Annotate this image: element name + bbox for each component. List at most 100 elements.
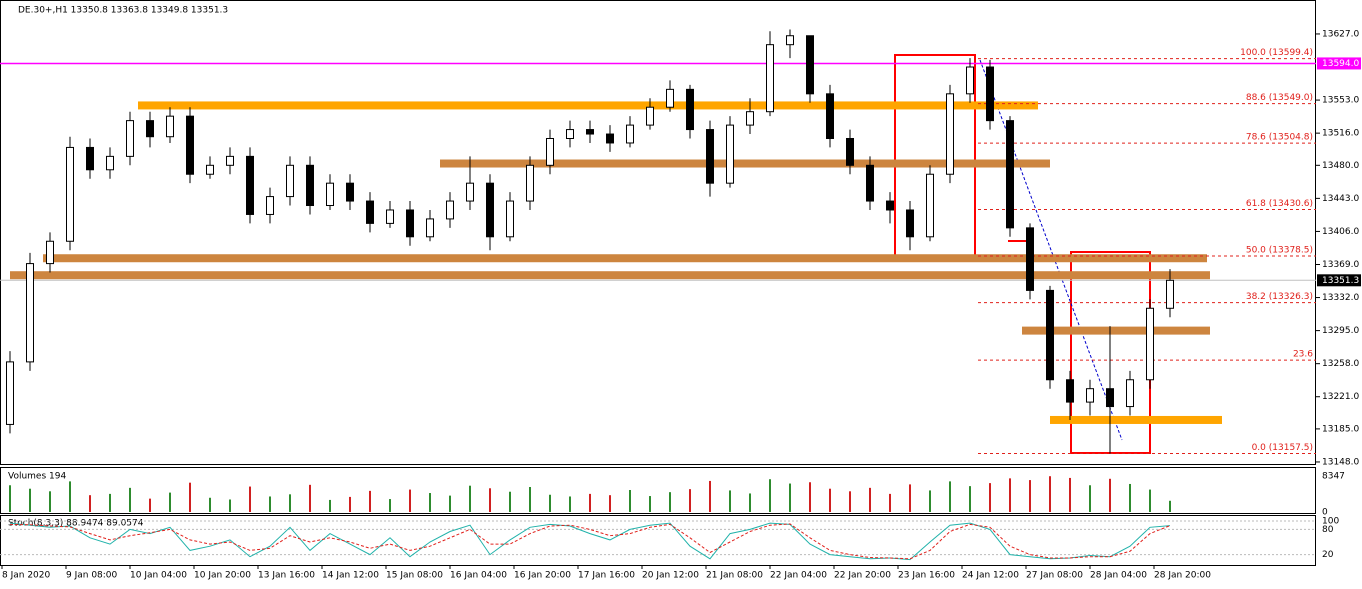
candle-body bbox=[26, 263, 34, 363]
zone bbox=[1050, 415, 1222, 424]
candle-body bbox=[946, 93, 954, 175]
y-tick-label: 13148.0 bbox=[1322, 457, 1359, 467]
candle-body bbox=[846, 137, 854, 166]
stoch-frame bbox=[0, 515, 1316, 566]
stoch-title: Stoch(8,3,3) 88.9474 89.0574 bbox=[8, 519, 144, 529]
volume-frame bbox=[0, 467, 1316, 514]
x-tick-label: 14 Jan 12:00 bbox=[322, 571, 379, 581]
candle-body bbox=[1106, 388, 1114, 408]
candle-body bbox=[226, 155, 234, 166]
candle-body bbox=[466, 182, 474, 202]
candle-body bbox=[1066, 379, 1074, 403]
x-tick-label: 16 Jan 04:00 bbox=[450, 571, 507, 581]
y-tick-label: 13406.0 bbox=[1322, 227, 1359, 237]
x-tick-label: 10 Jan 04:00 bbox=[130, 571, 187, 581]
y-tick-label: 13295.0 bbox=[1322, 326, 1359, 336]
candle-body bbox=[866, 164, 874, 202]
candle-body bbox=[126, 120, 134, 157]
volume-tick-label: 8347 bbox=[1322, 472, 1345, 482]
fib-label: 23.6 bbox=[1293, 350, 1313, 360]
candle-body bbox=[546, 137, 554, 166]
y-tick-label: 13516.0 bbox=[1322, 129, 1359, 139]
candle-body bbox=[1026, 227, 1034, 291]
x-tick-label: 17 Jan 16:00 bbox=[578, 571, 635, 581]
candle-body bbox=[326, 182, 334, 207]
x-tick-label: 24 Jan 12:00 bbox=[962, 571, 1019, 581]
main-frame bbox=[0, 0, 1316, 465]
candle-body bbox=[186, 115, 194, 175]
candle-body bbox=[1006, 120, 1014, 229]
fib-label: 100.0 (13599.4) bbox=[1240, 48, 1313, 58]
candle-body bbox=[686, 88, 694, 131]
candle-body bbox=[646, 106, 654, 126]
candle-body bbox=[766, 44, 774, 113]
candle-body bbox=[486, 182, 494, 238]
candle-body bbox=[506, 200, 514, 238]
candle-body bbox=[1146, 307, 1154, 381]
x-tick-label: 27 Jan 08:00 bbox=[1026, 571, 1083, 581]
stoch-tick-label: 80 bbox=[1322, 525, 1334, 535]
candle-body bbox=[266, 196, 274, 215]
y-tick-label: 13443.0 bbox=[1322, 194, 1359, 204]
candle-body bbox=[66, 146, 74, 242]
zone bbox=[43, 254, 1207, 263]
candle-body bbox=[166, 115, 174, 138]
candle-body bbox=[446, 200, 454, 220]
y-tick-label: 13553.0 bbox=[1322, 96, 1359, 106]
candle-body bbox=[46, 240, 54, 265]
candle-body bbox=[746, 111, 754, 126]
candle-body bbox=[286, 164, 294, 198]
candle-body bbox=[886, 200, 894, 211]
candle-body bbox=[666, 88, 674, 108]
y-tick-label: 13332.0 bbox=[1322, 293, 1359, 303]
candle-body bbox=[6, 361, 14, 425]
y-tick-label: 13221.0 bbox=[1322, 392, 1359, 402]
fib-label: 78.6 (13504.8) bbox=[1246, 133, 1313, 143]
candle-body bbox=[86, 146, 94, 171]
candle-body bbox=[106, 155, 114, 171]
candle-body bbox=[626, 124, 634, 144]
stoch-tick-label: 20 bbox=[1322, 550, 1334, 560]
candle-body bbox=[606, 133, 614, 144]
candle-body bbox=[1086, 388, 1094, 403]
candle-body bbox=[586, 129, 594, 135]
candle-body bbox=[206, 164, 214, 175]
candle-body bbox=[566, 129, 574, 139]
y-tick-label: 13627.0 bbox=[1322, 29, 1359, 39]
candle-body bbox=[346, 182, 354, 202]
price-tag-label: 13351.3 bbox=[1322, 276, 1359, 286]
fib-label: 0.0 (13157.5) bbox=[1252, 443, 1313, 453]
candle-body bbox=[1126, 379, 1134, 408]
y-tick-label: 13480.0 bbox=[1322, 161, 1359, 171]
fib-label: 50.0 (13378.5) bbox=[1246, 246, 1313, 256]
chart-title: DE.30+,H1 13350.8 13363.8 13349.8 13351.… bbox=[18, 6, 228, 16]
candle-body bbox=[526, 164, 534, 202]
volume-tick-label: 0 bbox=[1322, 508, 1328, 518]
candle-body bbox=[366, 200, 374, 224]
fib-label: 61.8 (13430.6) bbox=[1246, 199, 1313, 209]
candle-body bbox=[986, 66, 994, 122]
price-tag-label: 13594.0 bbox=[1322, 59, 1359, 69]
candle-body bbox=[246, 155, 254, 215]
x-tick-label: 13 Jan 16:00 bbox=[258, 571, 315, 581]
stoch-line bbox=[9, 523, 1171, 560]
zone bbox=[440, 159, 1050, 168]
y-tick-label: 13185.0 bbox=[1322, 424, 1359, 434]
candle-body bbox=[1166, 279, 1174, 309]
x-tick-label: 20 Jan 12:00 bbox=[642, 571, 699, 581]
candle-body bbox=[1046, 289, 1054, 381]
x-tick-label: 28 Jan 04:00 bbox=[1090, 571, 1147, 581]
fib-label: 88.6 (13549.0) bbox=[1246, 93, 1313, 103]
x-tick-label: 22 Jan 04:00 bbox=[770, 571, 827, 581]
candle-body bbox=[706, 129, 714, 184]
price-tag bbox=[1317, 274, 1361, 287]
candle-body bbox=[926, 173, 934, 238]
x-tick-label: 21 Jan 08:00 bbox=[706, 571, 763, 581]
candle-body bbox=[386, 209, 394, 224]
candle-body bbox=[966, 66, 974, 95]
candle-body bbox=[306, 164, 314, 207]
volume-title: Volumes 194 bbox=[8, 472, 66, 482]
x-tick-label: 28 Jan 20:00 bbox=[1154, 571, 1211, 581]
candle-body bbox=[906, 209, 914, 238]
